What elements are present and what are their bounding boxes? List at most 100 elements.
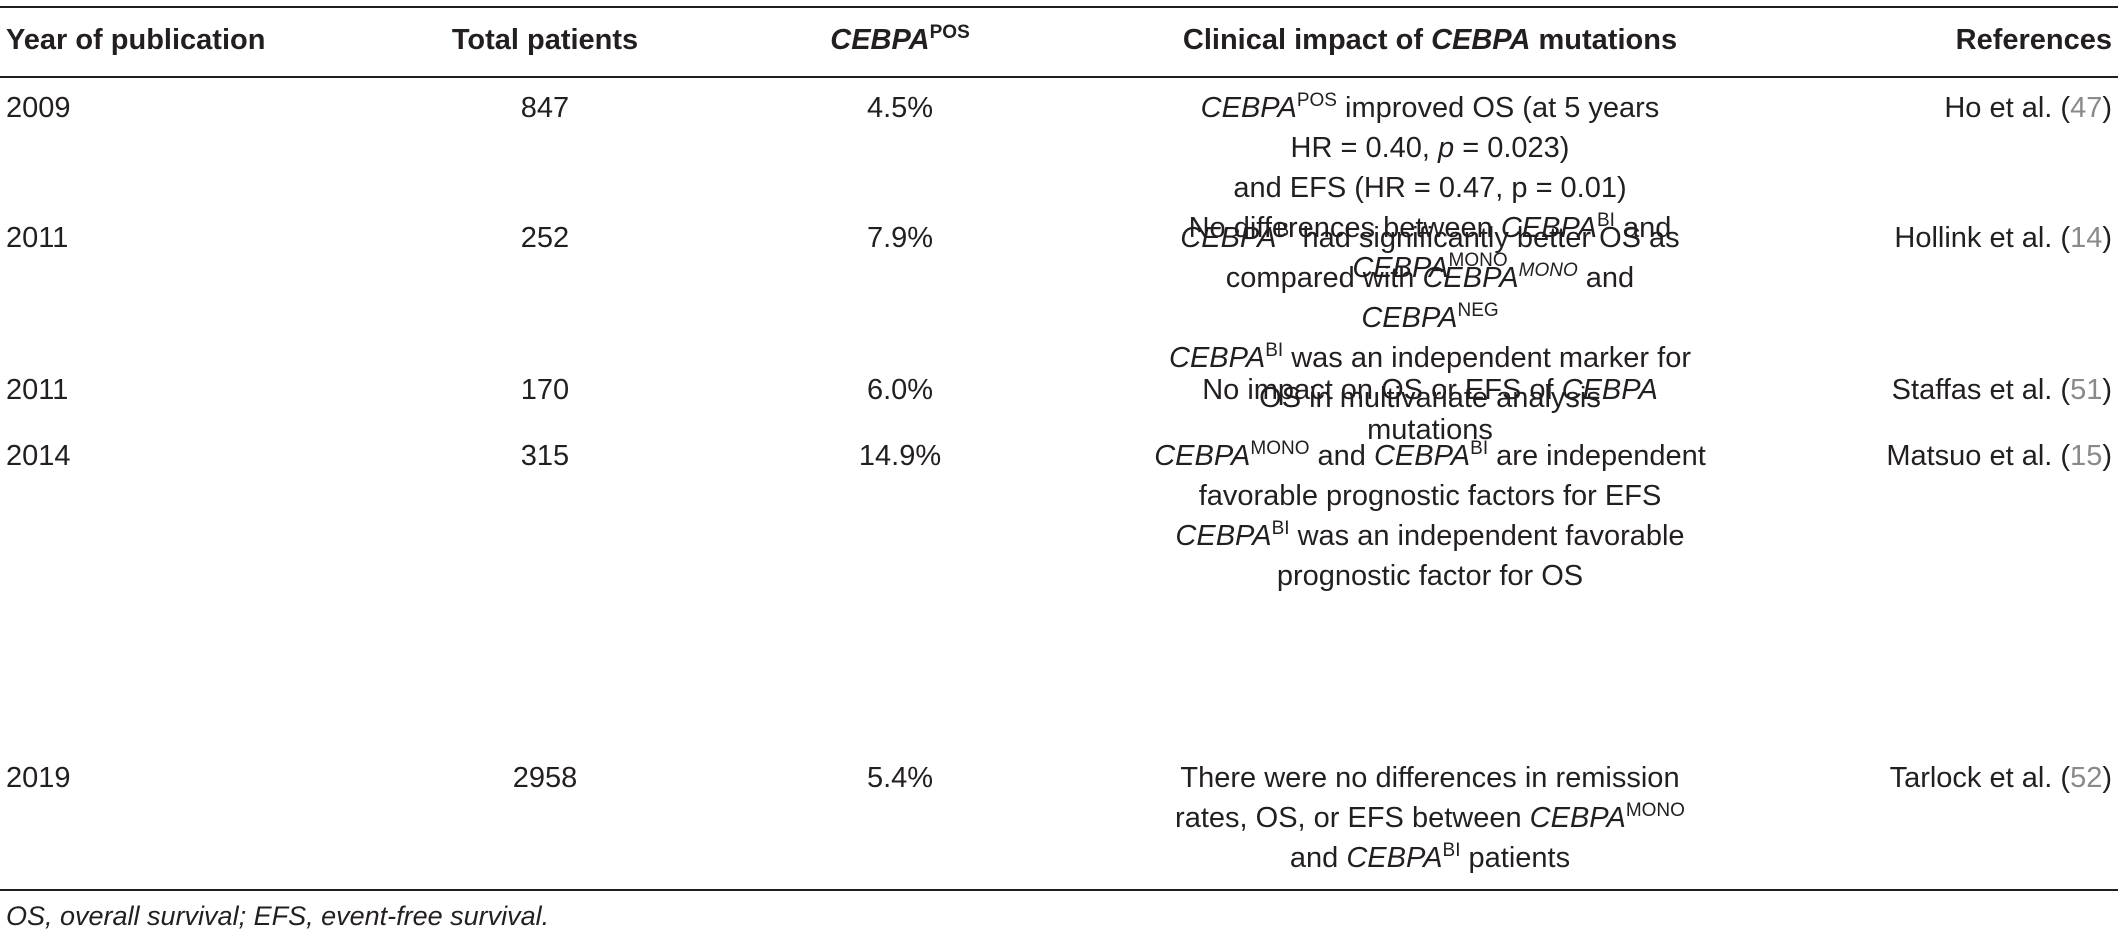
cell-total: 847: [520, 92, 570, 124]
impact-line: OS in multivariate analysis: [1259, 382, 1601, 414]
gene-name: CEBPA: [1422, 262, 1519, 294]
cell-percent: 6.0%: [866, 374, 934, 406]
cell-year: 2019: [6, 762, 71, 794]
reference-text: Staffas et al. (: [1891, 374, 2071, 406]
impact-text: patients: [1460, 842, 1571, 874]
impact-text: = 0.023): [1454, 132, 1570, 164]
header-cebpa-sup: POS: [929, 22, 970, 43]
table-footnote: OS, overall survival; EFS, event-free su…: [6, 901, 550, 931]
gene-sup: BI: [1470, 438, 1489, 459]
impact-line: mutations: [1367, 414, 1493, 446]
cell-reference: Hollink et al. (14): [1894, 218, 2112, 258]
impact-text: and: [1577, 262, 1635, 294]
impact-text: are independent: [1488, 440, 1706, 472]
bottom-rule: [0, 889, 2118, 891]
impact-text: improved OS (at 5 years: [1336, 92, 1660, 124]
impact-line: CEBPANEG: [1050, 298, 1810, 338]
impact-text: No differences between: [1188, 212, 1501, 244]
top-rule: [0, 6, 2118, 8]
reference-number[interactable]: 51: [2070, 374, 2103, 406]
impact-line: and CEBPABI patients: [1050, 838, 1810, 878]
header-rule: [0, 76, 2118, 78]
gene-sup: MONO: [1625, 800, 1685, 821]
cell-impact: CEBPAMONO and CEBPABI are independent fa…: [1050, 436, 1810, 596]
gene-sup: MONO: [1448, 250, 1508, 271]
reference-text: Ho et al. (: [1944, 92, 2071, 124]
gene-name: CEBPA: [1561, 374, 1658, 406]
reference-number[interactable]: 15: [2070, 440, 2103, 472]
impact-line: No impact on OS or EFS of CEBPA: [1050, 370, 1810, 410]
gene-sup: BI: [1265, 340, 1284, 361]
impact-text: and: [1614, 212, 1672, 244]
gene-name: CEBPA: [1361, 302, 1458, 334]
impact-line: prognostic factor for OS: [1276, 560, 1584, 592]
cell-impact: CEBPABI had significantly better OS as c…: [1050, 218, 1810, 418]
p-symbol: p: [1438, 132, 1455, 164]
cell-total: 252: [520, 222, 570, 254]
reference-number[interactable]: 47: [2070, 92, 2103, 124]
header-year: Year of publication: [6, 24, 266, 56]
gene-sup: BI: [1271, 518, 1290, 539]
cell-impact: There were no differences in remission r…: [1050, 758, 1810, 878]
header-clinical-impact: Clinical impact of CEBPA mutations: [1050, 20, 1810, 60]
impact-text: was an independent marker for: [1283, 342, 1691, 374]
gene-name: CEBPA: [1200, 92, 1297, 124]
gene-sup: MONO: [1518, 260, 1578, 281]
impact-line: favorable prognostic factors for EFS: [1198, 480, 1662, 512]
impact-text: and: [1289, 842, 1347, 874]
impact-text: was an independent favorable: [1289, 520, 1685, 552]
reference-close: ): [2102, 92, 2112, 124]
impact-line: CEBPAMONO: [1050, 248, 1810, 288]
gene-name: CEBPA: [1175, 520, 1272, 552]
cell-percent: 14.9%: [858, 440, 942, 472]
header-total-patients: Total patients: [451, 24, 639, 56]
gene-name: CEBPA: [1180, 222, 1277, 254]
impact-line: CEBPABI had significantly better OS as: [1050, 218, 1810, 258]
gene-sup: POS: [1296, 90, 1337, 111]
impact-line: HR = 0.40, p = 0.023): [1050, 128, 1810, 168]
impact-line: CEBPAMONO and CEBPABI are independent: [1050, 436, 1810, 476]
cell-impact: No impact on OS or EFS of CEBPA mutation…: [1050, 370, 1810, 450]
reference-number[interactable]: 52: [2070, 762, 2103, 794]
gene-sup: BI: [1276, 220, 1295, 241]
gene-name: CEBPA: [1352, 252, 1449, 284]
cell-percent: 5.4%: [866, 762, 934, 794]
gene-sup: BI: [1442, 840, 1461, 861]
header-impact-pre: Clinical impact of: [1182, 24, 1432, 56]
header-cebpa-gene: CEBPA: [830, 24, 930, 56]
reference-number[interactable]: 14: [2070, 222, 2103, 254]
cell-total: 170: [520, 374, 570, 406]
impact-text: compared with: [1225, 262, 1423, 294]
cell-total: 315: [520, 440, 570, 472]
impact-text: No impact on OS or EFS of: [1202, 374, 1562, 406]
gene-name: CEBPA: [1529, 802, 1626, 834]
gene-name: CEBPA: [1346, 842, 1443, 874]
gene-name: CEBPA: [1500, 212, 1597, 244]
impact-text: rates, OS, or EFS between: [1175, 802, 1530, 834]
impact-line: No differences between CEBPABI and: [1050, 208, 1810, 248]
cell-percent: 4.5%: [866, 92, 934, 124]
impact-line: compared with CEBPAMONO and: [1050, 258, 1810, 298]
cell-year: 2011: [6, 222, 69, 254]
cell-reference: Ho et al. (47): [1944, 88, 2112, 128]
gene-name: CEBPA: [1373, 440, 1471, 472]
reference-text: Matsuo et al. (: [1886, 440, 2071, 472]
impact-text: and: [1309, 440, 1374, 472]
cell-percent: 7.9%: [866, 222, 934, 254]
cell-reference: Staffas et al. (51): [1892, 370, 2112, 410]
header-references: References: [1955, 24, 2112, 56]
gene-name: CEBPA: [1169, 342, 1266, 374]
cell-year: 2009: [6, 92, 71, 124]
reference-close: ): [2102, 374, 2112, 406]
cell-reference: Tarlock et al. (52): [1890, 758, 2112, 798]
impact-text: HR = 0.40,: [1290, 132, 1439, 164]
gene-sup: BI: [1596, 210, 1615, 231]
cell-year: 2014: [6, 440, 71, 472]
impact-line: CEBPAPOS improved OS (at 5 years: [1050, 88, 1810, 128]
cell-total: 2958: [512, 762, 578, 794]
impact-line: CEBPABI was an independent favorable: [1050, 516, 1810, 556]
reference-text: Tarlock et al. (: [1889, 762, 2071, 794]
reference-close: ): [2102, 762, 2112, 794]
impact-line: CEBPABI was an independent marker for: [1050, 338, 1810, 378]
